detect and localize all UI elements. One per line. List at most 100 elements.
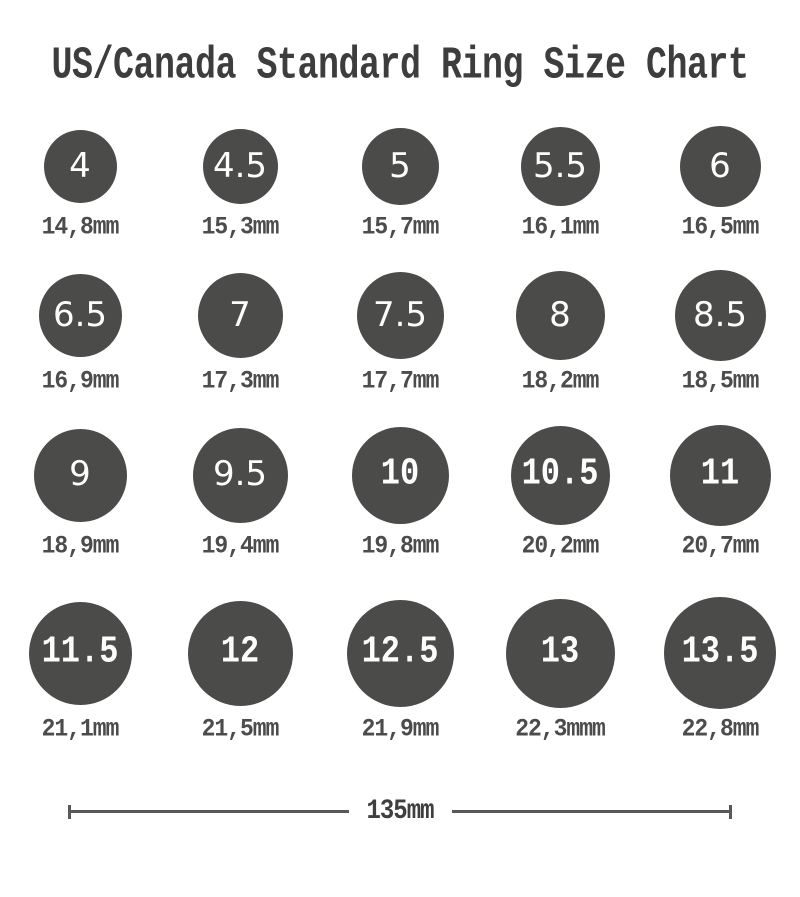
circle-zone: 7.5 bbox=[356, 270, 444, 361]
ring-circle: 10 bbox=[351, 426, 449, 524]
circle-zone: 9 bbox=[33, 424, 127, 526]
ring-circle: 5 bbox=[361, 128, 439, 205]
ring-circle: 13 bbox=[505, 598, 615, 708]
circle-zone: 10.5 bbox=[510, 424, 610, 526]
circle-zone: 6.5 bbox=[38, 270, 122, 361]
diameter-label: 19,4mm bbox=[201, 531, 280, 561]
circle-zone: 12.5 bbox=[346, 597, 454, 709]
ring-circle: 8.5 bbox=[674, 270, 766, 361]
diameter-label: 22,8mm bbox=[681, 714, 760, 744]
diameter-label: 21,5mm bbox=[201, 714, 280, 744]
ring-cell: 11.5 21,1mm bbox=[0, 597, 160, 744]
ring-circle: 12 bbox=[187, 600, 293, 706]
scale-bar-left-tick bbox=[68, 804, 71, 819]
ring-size-label: 8.5 bbox=[692, 294, 748, 335]
diameter-label: 20,7mm bbox=[681, 531, 760, 561]
ring-circle: 7.5 bbox=[356, 272, 444, 359]
circle-zone: 5 bbox=[361, 126, 439, 207]
ring-circle: 4.5 bbox=[202, 129, 278, 204]
ring-cell: 10 19,8mm bbox=[320, 424, 480, 561]
ring-cell: 11 20,7mm bbox=[640, 424, 800, 561]
circle-zone: 9.5 bbox=[192, 424, 288, 526]
ring-cell: 12 21,5mm bbox=[160, 597, 320, 744]
circle-zone: 4.5 bbox=[202, 126, 278, 207]
ring-row: 4 14,8mm 4.5 15,3mm 5 15,7mm 5.5 16,1mm 6 16,5mm bbox=[0, 126, 800, 242]
ring-size-label: 4.5 bbox=[212, 145, 268, 186]
ring-size-label: 4 bbox=[69, 145, 91, 186]
title-wrap: US/Canada Standard Ring Size Chart bbox=[0, 40, 800, 100]
diameter-label: 21,9mm bbox=[361, 714, 440, 744]
ring-size-label: 5 bbox=[389, 145, 411, 186]
ring-size-label: 12.5 bbox=[361, 629, 439, 674]
ring-cell: 8.5 18,5mm bbox=[640, 270, 800, 396]
diameter-label: 21,1mm bbox=[41, 714, 120, 744]
diameter-label: 19,8mm bbox=[361, 531, 440, 561]
ring-size-label: 11 bbox=[700, 451, 740, 496]
ring-circle: 10.5 bbox=[510, 425, 610, 525]
circle-zone: 5.5 bbox=[520, 126, 600, 207]
ring-cell: 9 18,9mm bbox=[0, 424, 160, 560]
ring-cell: 4 14,8mm bbox=[0, 126, 160, 241]
scale-bar-right-tick bbox=[729, 804, 733, 819]
circle-zone: 12 bbox=[187, 597, 293, 709]
ring-size-label: 13 bbox=[540, 629, 580, 674]
ring-size-label: 13.5 bbox=[681, 629, 759, 674]
ring-circle: 12.5 bbox=[346, 599, 454, 707]
ring-size-label: 7.5 bbox=[372, 294, 428, 335]
ring-cell: 7 17,3mm bbox=[160, 270, 320, 396]
diameter-label: 16,9mm bbox=[41, 366, 120, 396]
diameter-label: 17,7mm bbox=[361, 366, 440, 396]
ring-size-label: 9 bbox=[69, 454, 91, 494]
ring-circle: 13.5 bbox=[664, 597, 776, 709]
ring-circle: 5.5 bbox=[520, 127, 600, 206]
ring-circle: 11.5 bbox=[28, 601, 132, 705]
ring-cell: 9.5 19,4mm bbox=[160, 424, 320, 561]
ring-cell: 12.5 21,9mm bbox=[320, 597, 480, 744]
ring-row: 6.5 16,9mm 7 17,3mm 7.5 17,7mm 8 18,2mm 8.5 18,5m… bbox=[0, 270, 800, 396]
ring-size-label: 7 bbox=[229, 294, 251, 335]
circle-zone: 7 bbox=[197, 270, 283, 361]
circle-zone: 13 bbox=[505, 597, 615, 709]
ring-circle: 6.5 bbox=[38, 274, 122, 357]
ring-circle: 11 bbox=[669, 424, 771, 526]
diameter-label: 18,5mm bbox=[681, 366, 760, 396]
scale-bar-label: 135mm bbox=[366, 795, 435, 828]
ring-cell: 13.5 22,8mm bbox=[640, 597, 800, 744]
ring-grid: 4 14,8mm 4.5 15,3mm 5 15,7mm 5.5 16,1mm 6 16,5mm 6… bbox=[0, 126, 800, 744]
circle-zone: 11.5 bbox=[28, 597, 132, 709]
circle-zone: 8.5 bbox=[674, 270, 766, 361]
circle-zone: 11 bbox=[669, 424, 771, 526]
circle-zone: 13.5 bbox=[664, 597, 776, 709]
ring-cell: 6.5 16,9mm bbox=[0, 270, 160, 396]
diameter-label: 22,3mmm bbox=[515, 714, 606, 744]
ring-size-label: 8 bbox=[549, 294, 571, 335]
diameter-label: 17,3mm bbox=[201, 366, 280, 396]
ring-circle: 6 bbox=[679, 126, 761, 207]
ring-circle: 9.5 bbox=[192, 427, 288, 523]
page-root: US/Canada Standard Ring Size Chart 4 14,8… bbox=[0, 40, 800, 897]
ring-size-label: 9.5 bbox=[212, 454, 268, 494]
ring-size-label: 11.5 bbox=[41, 629, 119, 674]
ring-size-label: 12 bbox=[220, 629, 260, 674]
diameter-label: 16,1mm bbox=[521, 212, 600, 242]
chart-title: US/Canada Standard Ring Size Chart bbox=[51, 40, 749, 92]
diameter-label: 15,3mm bbox=[201, 212, 280, 242]
diameter-label: 20,2mm bbox=[521, 531, 600, 561]
circle-zone: 8 bbox=[515, 270, 605, 361]
ring-cell: 5 15,7mm bbox=[320, 126, 480, 241]
diameter-label: 16,5mm bbox=[681, 212, 760, 242]
ring-cell: 13 22,3mmm bbox=[480, 597, 640, 744]
ring-cell: 7.5 17,7mm bbox=[320, 270, 480, 396]
circle-zone: 4 bbox=[43, 126, 117, 207]
ring-cell: 4.5 15,3mm bbox=[160, 126, 320, 242]
ring-size-label: 6 bbox=[709, 145, 731, 186]
ring-size-label: 6.5 bbox=[52, 294, 108, 335]
ring-size-label: 5.5 bbox=[532, 145, 588, 186]
ring-cell: 5.5 16,1mm bbox=[480, 126, 640, 242]
scale-bar-right-line bbox=[451, 810, 730, 813]
ring-circle: 8 bbox=[515, 271, 605, 360]
ring-size-label: 10 bbox=[380, 451, 420, 496]
circle-zone: 10 bbox=[351, 424, 449, 526]
circle-zone: 6 bbox=[679, 126, 761, 207]
ring-row: 11.5 21,1mm 12 21,5mm 12.5 21,9mm 13 22,3mmm 13.… bbox=[0, 597, 800, 744]
